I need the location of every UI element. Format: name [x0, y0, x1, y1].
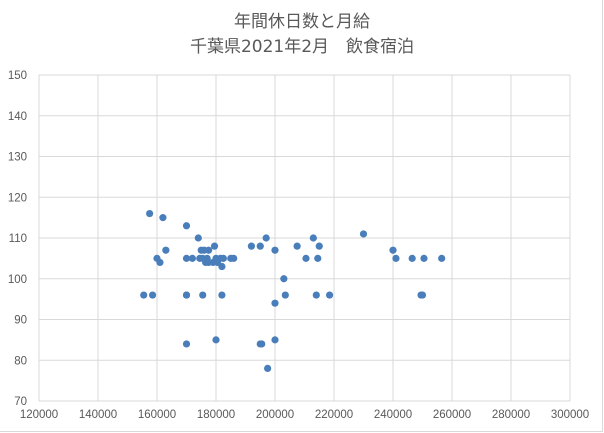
data-points	[140, 209, 446, 372]
data-point	[359, 230, 368, 238]
data-point	[194, 234, 202, 242]
data-point	[182, 291, 191, 299]
data-point	[182, 222, 191, 230]
x-tick-label: 200000	[256, 409, 294, 421]
data-point	[146, 209, 154, 218]
x-tick-label: 240000	[374, 409, 412, 421]
x-tick-label: 180000	[197, 409, 235, 421]
data-point	[212, 336, 220, 344]
data-point	[182, 254, 191, 262]
x-tick-label: 280000	[492, 409, 530, 421]
data-point	[210, 242, 219, 250]
chart-title-line2: 千葉県2021年2月 飲食宿泊	[190, 37, 414, 57]
data-point	[312, 291, 320, 299]
y-tick-label: 130	[8, 152, 27, 164]
data-point	[389, 246, 397, 254]
data-point	[219, 254, 227, 262]
data-point	[205, 246, 213, 254]
data-point	[281, 291, 289, 299]
y-tick-label: 120	[8, 192, 27, 204]
y-tick-label: 140	[8, 111, 27, 123]
y-tick-label: 90	[14, 315, 27, 327]
data-point	[188, 254, 196, 262]
data-point	[159, 214, 167, 222]
data-point	[438, 254, 446, 262]
data-point	[392, 254, 400, 262]
data-point	[325, 291, 334, 299]
x-tick-label: 140000	[79, 409, 117, 421]
data-point	[140, 291, 148, 299]
x-tick-label: 160000	[138, 409, 176, 421]
data-point	[293, 242, 301, 250]
data-point	[315, 242, 323, 250]
y-tick-label: 80	[14, 355, 27, 367]
x-tick-label: 300000	[551, 409, 589, 421]
data-point	[314, 254, 322, 262]
chart-title-line1: 年間休日数と月給	[234, 12, 370, 32]
data-point	[256, 242, 264, 250]
x-tick-label: 260000	[433, 409, 471, 421]
y-tick-label: 150	[8, 70, 27, 82]
data-point	[258, 340, 266, 348]
data-point	[420, 254, 428, 262]
data-point	[230, 254, 238, 262]
data-point	[156, 258, 164, 267]
data-point	[280, 275, 288, 283]
data-point	[271, 299, 279, 307]
data-point	[247, 242, 255, 250]
data-point	[148, 291, 157, 299]
horizontal-gridlines	[39, 74, 570, 402]
data-point	[264, 364, 272, 372]
data-point	[262, 234, 270, 242]
data-point	[162, 246, 170, 254]
y-tick-label: 70	[14, 396, 27, 408]
data-point	[271, 246, 279, 254]
data-point	[182, 340, 191, 348]
data-point	[302, 254, 310, 262]
data-point	[408, 254, 416, 262]
y-tick-label: 100	[8, 274, 27, 286]
data-point	[218, 291, 226, 299]
data-point	[309, 234, 317, 242]
x-tick-label: 220000	[315, 409, 353, 421]
y-tick-label: 110	[9, 233, 27, 245]
x-axis-tick-labels: 120000 140000 160000 180000 200000 220000 2400…	[20, 409, 589, 421]
data-point	[418, 291, 427, 299]
data-point	[218, 262, 226, 271]
data-point	[199, 291, 207, 299]
x-tick-label: 120000	[20, 409, 58, 421]
data-point	[271, 336, 279, 344]
y-axis-tick-labels: 70 80 90 100 110 120 130 140 150	[8, 70, 27, 408]
